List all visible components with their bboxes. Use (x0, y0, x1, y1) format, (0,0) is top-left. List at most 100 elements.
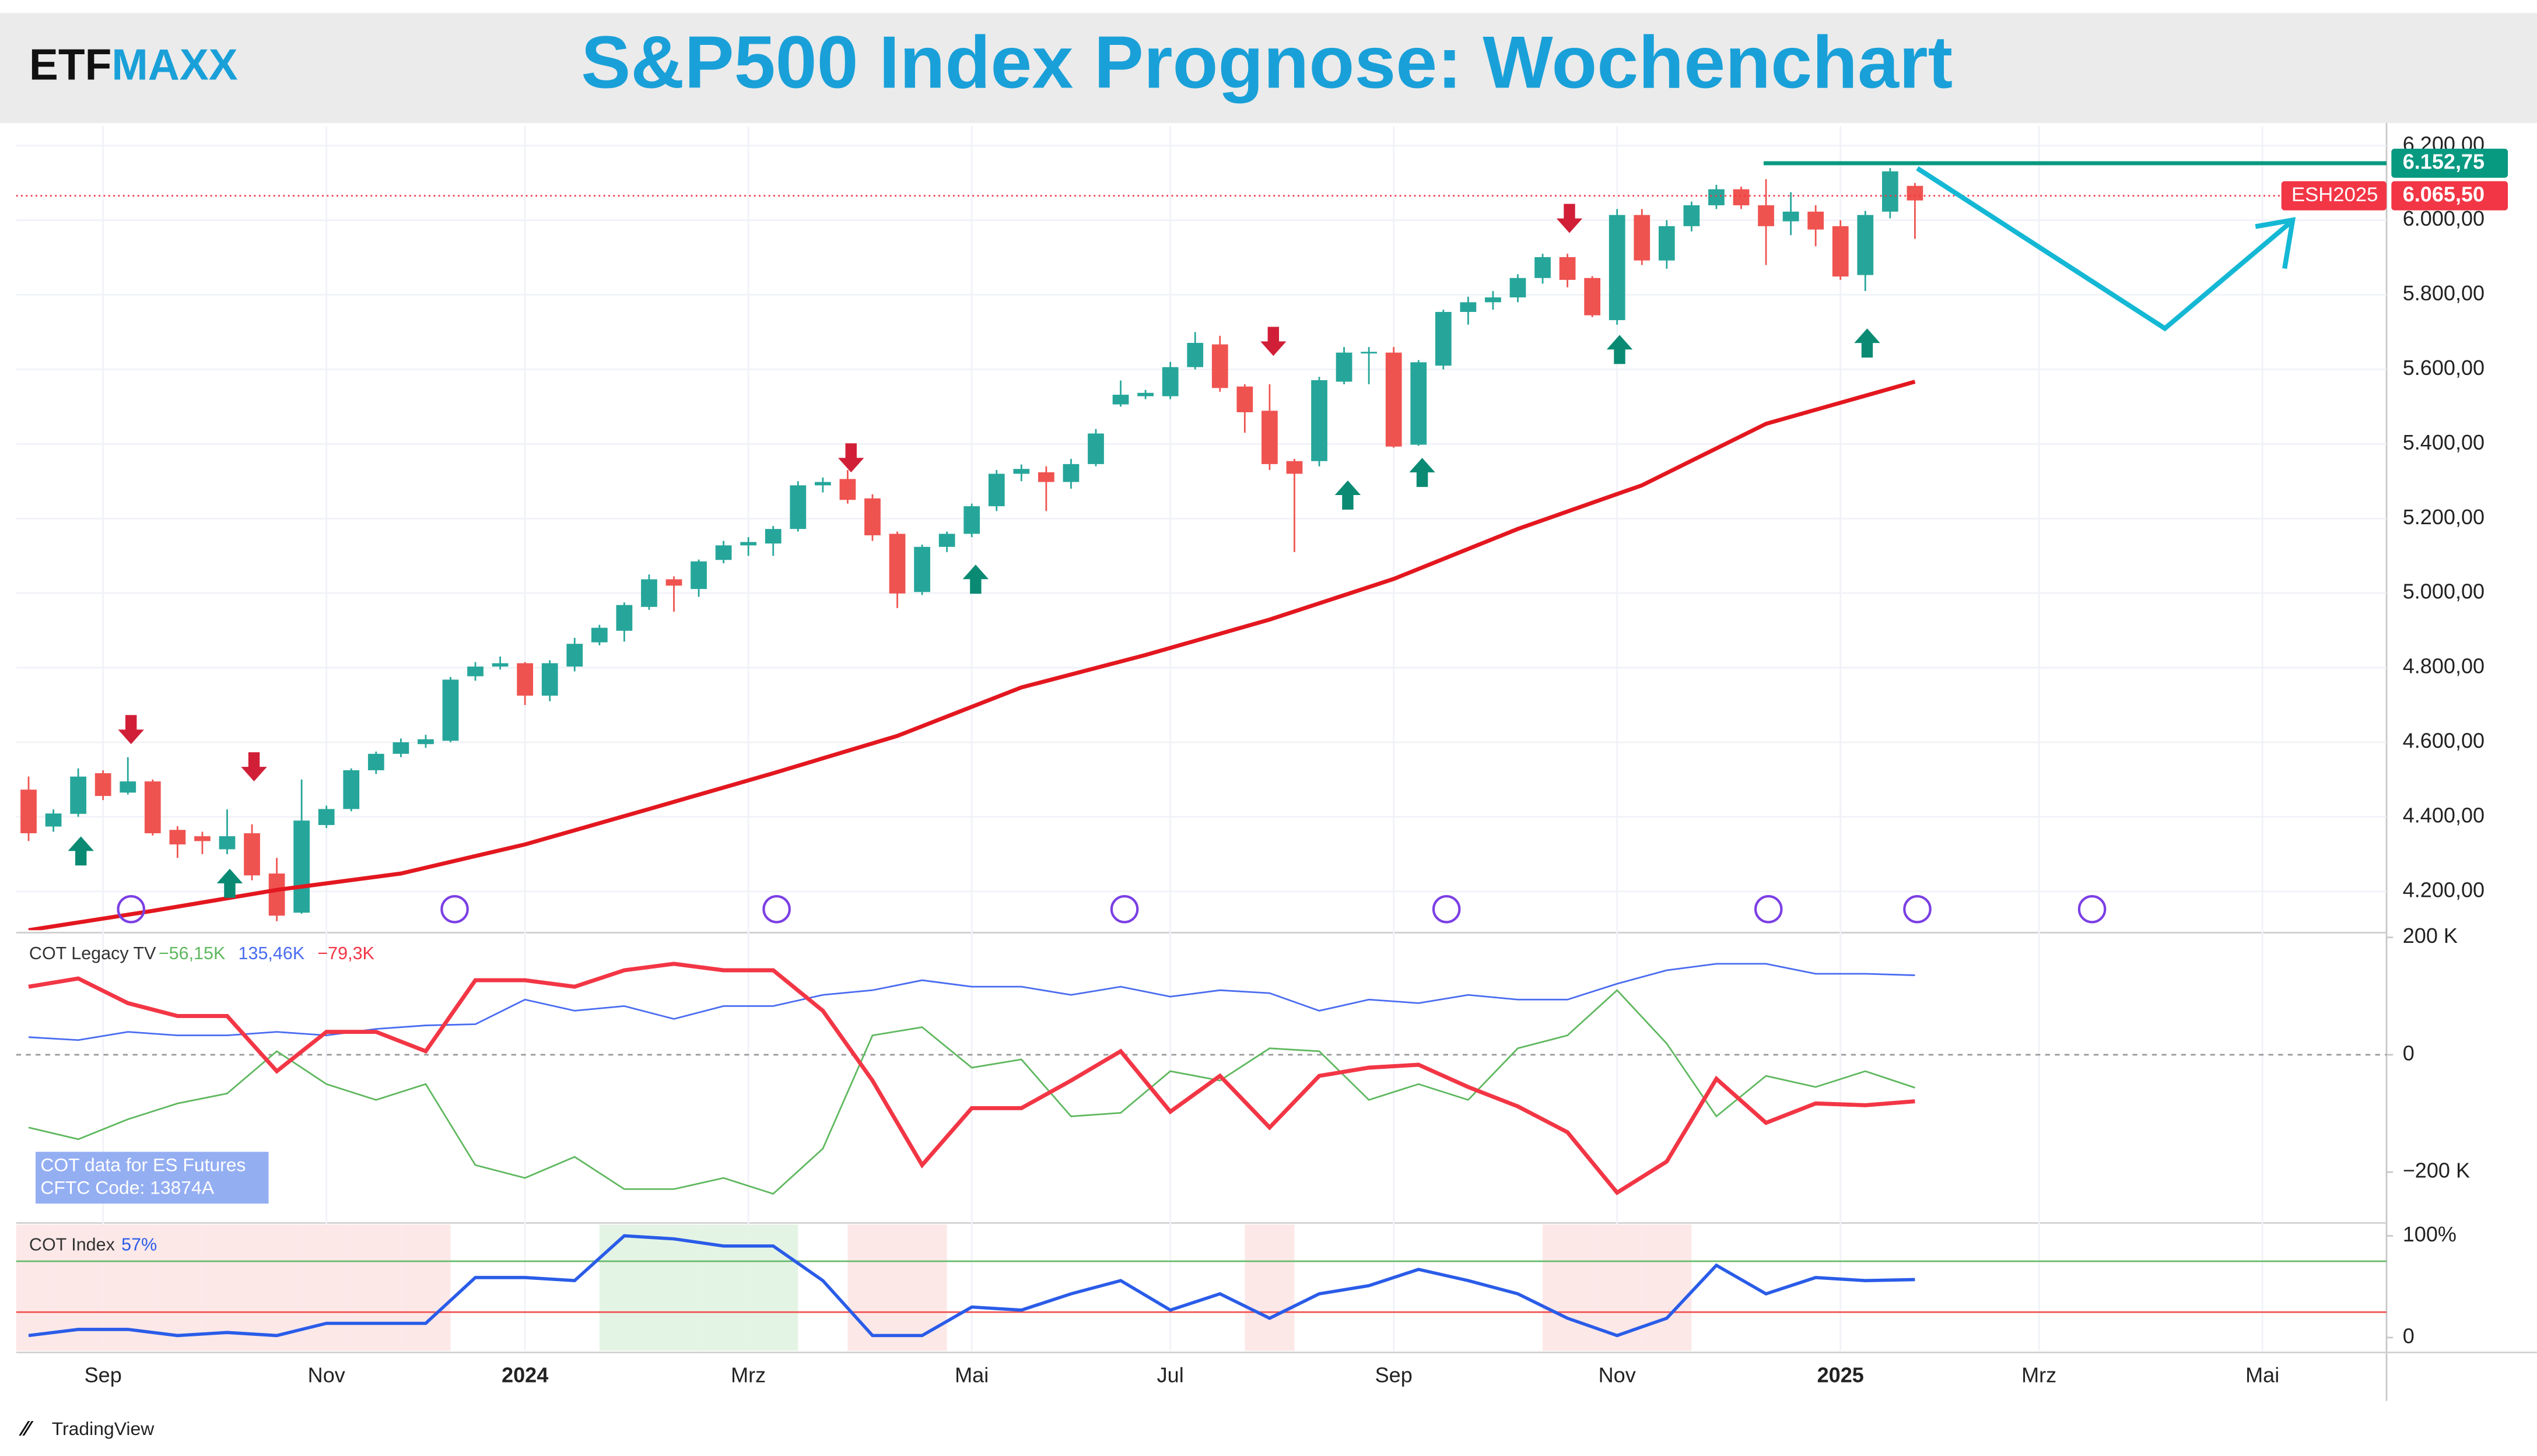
legend-value: −79,3K (317, 943, 374, 963)
signal-arrow (68, 836, 94, 866)
candle-body (70, 776, 87, 814)
zone-shade (152, 1225, 202, 1351)
candle-body (492, 663, 509, 667)
y-tick-label: 4.800,00 (2403, 654, 2485, 678)
zone-shade (252, 1225, 302, 1351)
symbol-label: ESH2025 (2291, 184, 2378, 206)
candle-body (467, 666, 483, 676)
candle-body (988, 473, 1005, 507)
signal-arrow (1854, 328, 1880, 358)
candle-body (665, 579, 682, 586)
annotation-box (36, 1152, 269, 1204)
zone-shade (1543, 1225, 1593, 1351)
candle-body (566, 644, 583, 667)
event-icon (2077, 894, 2107, 924)
zone-shade (1592, 1225, 1642, 1351)
y-tick-label: 5.600,00 (2403, 356, 2485, 380)
y-tick-label: 6.000,00 (2403, 206, 2485, 230)
candle-body (1410, 362, 1427, 445)
x-tick-label: Sep (1375, 1363, 1413, 1387)
y-tick-label: 4.600,00 (2403, 728, 2485, 752)
x-tick-label: 2024 (502, 1363, 548, 1387)
candle-body (1336, 352, 1352, 382)
candle-body (517, 663, 534, 696)
y-tick-label: 4.200,00 (2403, 878, 2485, 901)
y-tick-label: 5.000,00 (2403, 580, 2485, 604)
candle-body (268, 873, 285, 916)
brand-logo: ETFMAXX (29, 40, 238, 89)
candle-body (765, 529, 782, 544)
candle-body (914, 546, 930, 592)
candle-body (641, 579, 657, 607)
projection-head (2255, 217, 2296, 269)
candle-body (1609, 215, 1625, 321)
indicator-title: COT Index (29, 1234, 115, 1254)
annotation: CFTC Code: 13874A (40, 1177, 215, 1198)
candle-body (938, 534, 955, 547)
candle-body (244, 833, 260, 876)
x-tick-label: Sep (85, 1363, 122, 1387)
y-tick-label: 5.800,00 (2403, 281, 2485, 305)
x-tick-label: Mrz (731, 1363, 766, 1387)
candle-body (1385, 352, 1402, 447)
series-line (28, 989, 1915, 1195)
candle-body (1708, 189, 1725, 206)
signal-arrow (1556, 204, 1583, 233)
candle-body (1435, 311, 1452, 366)
y-tick-label: 0 (2403, 1041, 2415, 1065)
candle-body (20, 790, 37, 834)
zone-shade (847, 1225, 898, 1351)
signal-arrow (118, 715, 144, 745)
candle-body (418, 739, 434, 745)
y-tick-label: 5.200,00 (2403, 505, 2485, 529)
zone-shade (897, 1225, 947, 1351)
zone-shade (16, 1225, 54, 1351)
candle-body (691, 561, 707, 590)
x-tick-label: Mai (955, 1363, 989, 1387)
candle-body (889, 534, 906, 594)
zone-shade (202, 1225, 253, 1351)
zone-shade (748, 1225, 798, 1351)
candle-body (1038, 472, 1054, 482)
candle-body (616, 605, 633, 631)
candle-body (1683, 205, 1700, 226)
x-tick-label: 2025 (1817, 1363, 1864, 1387)
candle-body (814, 482, 831, 486)
plot-layer: Sep Nov 2024 Mrz Mai Jul Sep Nov 2025 Mrz Mai 4.200… (16, 132, 2508, 1387)
legend-value: 135,46K (239, 943, 305, 963)
projection-path (1916, 166, 2291, 332)
candle-body (1509, 278, 1526, 298)
candle-body (1857, 215, 1874, 275)
zone-shade (649, 1225, 699, 1351)
candle-body (1758, 205, 1774, 226)
candle-body (45, 813, 62, 827)
signal-arrow (1409, 458, 1435, 487)
candles (20, 168, 1923, 931)
candle-body (442, 679, 459, 741)
price-label-box (2391, 148, 2508, 178)
candle-body (367, 753, 384, 770)
event-icon (440, 894, 469, 924)
candle-body (541, 663, 558, 696)
candle-body (393, 742, 409, 754)
zone-shade (401, 1225, 451, 1351)
y-tick-label: −200 K (2403, 1159, 2470, 1183)
zone-shade (1245, 1225, 1295, 1351)
candle-body (1584, 278, 1601, 315)
event-icon (762, 894, 791, 924)
candle-body (1262, 411, 1278, 464)
candle-body (194, 836, 211, 841)
candle-body (1063, 464, 1080, 482)
candle-body (740, 542, 757, 546)
candle-body (318, 809, 335, 825)
y-tick-label: 4.400,00 (2403, 803, 2485, 827)
candle-body (293, 820, 310, 913)
candle-body (790, 485, 807, 529)
legend-value: −56,15K (159, 943, 225, 963)
brand-part: MAXX (111, 40, 237, 89)
projection-arrow (1916, 166, 2296, 332)
candle-body (219, 836, 236, 850)
source: TradingView (52, 1418, 155, 1439)
y-tick-label: 100% (2403, 1222, 2457, 1246)
